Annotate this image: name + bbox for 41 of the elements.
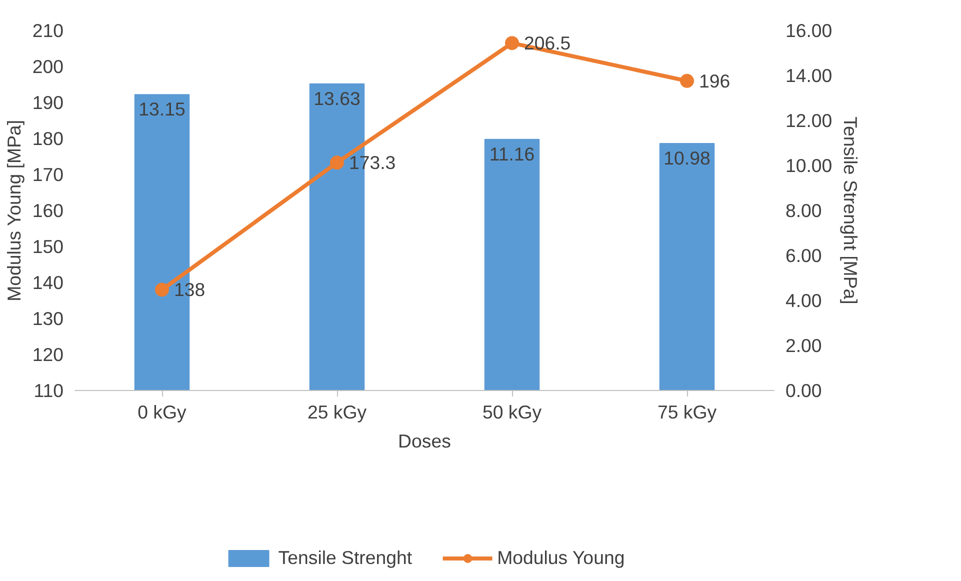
legend-label: Modulus Young <box>497 547 625 569</box>
y-tick-label: 150 <box>32 236 64 257</box>
y-tick-label: 160 <box>32 200 64 221</box>
y2-tick-label: 16.00 <box>786 20 832 41</box>
point <box>330 156 344 170</box>
y-tick-label: 140 <box>32 272 64 293</box>
data-label: 196 <box>699 70 730 92</box>
y-tick-label: 210 <box>32 20 64 41</box>
bar <box>484 138 540 390</box>
data-label: 13.63 <box>314 88 360 109</box>
x-tick-label: 75 kGy <box>657 402 718 422</box>
y2-tick-label: 2.00 <box>786 335 822 356</box>
legend-label: Tensile Strenght <box>278 547 412 569</box>
y-tick-label: 170 <box>32 164 64 185</box>
bar <box>659 142 715 390</box>
y2-tick-label: 4.00 <box>786 290 822 311</box>
data-label: 11.16 <box>489 143 535 164</box>
y2-tick-label: 0.00 <box>786 380 822 401</box>
x-axis-title: Doses <box>398 430 451 452</box>
x-tick-label: 50 kGy <box>482 402 542 422</box>
y-tick-label: 180 <box>32 128 64 149</box>
data-label: 13.15 <box>138 98 186 120</box>
data-label: 10.98 <box>664 147 710 168</box>
point <box>155 282 169 297</box>
point <box>680 74 694 88</box>
y2-axis-title: Tensile Strenght [MPa] <box>840 116 862 304</box>
y2-tick-label: 14.00 <box>786 65 832 86</box>
y-tick-label: 190 <box>32 92 64 113</box>
y2-tick-label: 8.00 <box>786 200 822 221</box>
y2-tick-label: 10.00 <box>786 155 832 176</box>
point <box>505 36 519 50</box>
y-tick-label: 110 <box>34 380 64 401</box>
data-label: 206.5 <box>524 32 571 54</box>
y-tick-label: 130 <box>32 308 64 329</box>
y-tick-label: 200 <box>32 56 64 77</box>
y2-tick-label: 12.00 <box>786 110 832 131</box>
y-tick-label: 120 <box>32 344 64 365</box>
y-axis-title: Modulus Young [MPa] <box>3 120 24 302</box>
x-tick-label: 25 kGy <box>307 402 368 422</box>
y2-tick-label: 6.00 <box>786 245 822 266</box>
x-tick-label: 0 kGy <box>138 402 188 422</box>
